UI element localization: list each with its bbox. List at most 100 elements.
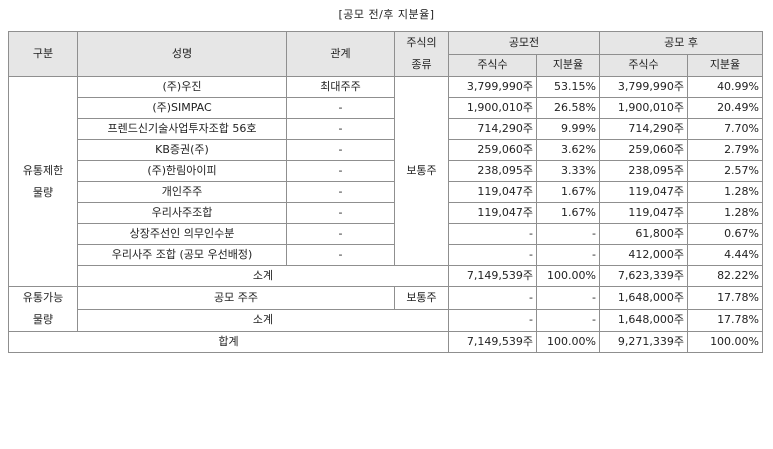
- subtotal-row-restricted: 소계 7,149,539주 100.00% 7,623,339주 82.22%: [9, 265, 764, 287]
- header-ratio-after: 지분율: [686, 53, 764, 77]
- shares-before: 3,799,990주: [448, 76, 537, 98]
- category-tradable: 유통가능 물량: [8, 286, 78, 332]
- ratio-after: 7.70%: [686, 118, 764, 140]
- shares-after: 3,799,990주: [599, 76, 688, 98]
- table-row: 우리사주 조합 (공모 우선배정) - - - 412,000주 4.44%: [9, 244, 764, 266]
- shares-after: 119,047주: [599, 202, 688, 224]
- table-row: KB증권(주) - 259,060주 3.62% 259,060주 2.79%: [9, 139, 764, 161]
- ownership-table: 구분 성명 관계 주식의 종류 공모전 공모 후 주식수 지분율 주식수 지분율…: [8, 31, 764, 353]
- ratio-after: 4.44%: [686, 244, 764, 266]
- subtotal-label: 소계: [77, 265, 449, 287]
- shares-before: 119,047주: [448, 202, 537, 224]
- holder-name: (주)한림아이피: [77, 160, 287, 182]
- ratio-before: 26.58%: [536, 97, 600, 119]
- shares-before: 7,149,539주: [448, 331, 537, 353]
- shares-before: 259,060주: [448, 139, 537, 161]
- holder-name: 우리사주조합: [77, 202, 287, 224]
- stock-type-restricted: 보통주: [394, 76, 449, 266]
- header-shares-before: 주식수: [448, 53, 537, 77]
- holder-relation: -: [286, 139, 395, 161]
- total-row: 합계 7,149,539주 100.00% 9,271,339주 100.00%: [8, 331, 764, 353]
- header-after-offering: 공모 후: [598, 31, 764, 55]
- shares-after: 238,095주: [599, 160, 688, 182]
- ratio-after: 1.28%: [686, 181, 764, 203]
- total-label: 합계: [8, 331, 449, 353]
- header-row-1: 구분 성명 관계 주식의 종류 공모전 공모 후: [8, 31, 764, 77]
- shares-after: 412,000주: [599, 244, 688, 266]
- shares-before: -: [448, 308, 537, 332]
- holder-name: 공모 주주: [77, 286, 395, 310]
- holder-relation: -: [286, 118, 395, 140]
- holder-relation: -: [286, 244, 395, 266]
- shares-before: 7,149,539주: [448, 265, 537, 287]
- table-row: 프렌드신기술사업투자조합 56호 - 714,290주 9.99% 714,29…: [9, 118, 764, 140]
- shares-after: 259,060주: [599, 139, 688, 161]
- table-row: 유통제한 물량 (주)우진 최대주주 보통주 3,799,990주 53.15%…: [8, 76, 764, 287]
- ratio-after: 2.57%: [686, 160, 764, 182]
- shares-before: 119,047주: [448, 181, 537, 203]
- shares-before: 238,095주: [448, 160, 537, 182]
- holder-name: 우리사주 조합 (공모 우선배정): [77, 244, 287, 266]
- holder-relation: 최대주주: [286, 76, 395, 98]
- holder-name: (주)우진: [77, 76, 287, 98]
- holder-name: 상장주선인 의무인수분: [77, 223, 287, 245]
- shares-after: 1,648,000주: [599, 308, 688, 332]
- header-name: 성명: [77, 31, 287, 77]
- holder-name: (주)SIMPAC: [77, 97, 287, 119]
- ratio-before: 9.99%: [536, 118, 600, 140]
- holder-relation: -: [286, 97, 395, 119]
- ratio-after: 2.79%: [686, 139, 764, 161]
- table-row: 개인주주 - 119,047주 1.67% 119,047주 1.28%: [9, 181, 764, 203]
- header-before-offering: 공모전: [448, 31, 600, 55]
- shares-after: 1,900,010주: [599, 97, 688, 119]
- subtotal-label: 소계: [77, 308, 449, 332]
- ratio-after: 0.67%: [686, 223, 764, 245]
- shares-after: 9,271,339주: [599, 331, 688, 353]
- ratio-after: 40.99%: [686, 76, 764, 98]
- ratio-after: 20.49%: [686, 97, 764, 119]
- shares-after: 7,623,339주: [599, 265, 688, 287]
- header-stock-type: 주식의 종류: [394, 31, 449, 77]
- table-row: 상장주선인 의무인수분 - - - 61,800주 0.67%: [9, 223, 764, 245]
- category-restricted: 유통제한 물량: [8, 76, 78, 287]
- shares-after: 119,047주: [599, 181, 688, 203]
- shares-before: -: [448, 286, 537, 310]
- holder-relation: -: [286, 160, 395, 182]
- ratio-before: 53.15%: [536, 76, 600, 98]
- holder-relation: -: [286, 202, 395, 224]
- shares-before: -: [448, 244, 537, 266]
- header-relation: 관계: [286, 31, 395, 77]
- table-row: 우리사주조합 - 119,047주 1.67% 119,047주 1.28%: [9, 202, 764, 224]
- ratio-before: -: [536, 223, 600, 245]
- holder-name: 개인주주: [77, 181, 287, 203]
- header-ratio-before: 지분율: [536, 53, 600, 77]
- ratio-after: 100.00%: [686, 331, 764, 353]
- ratio-before: 100.00%: [536, 265, 600, 287]
- ratio-before: 1.67%: [536, 181, 600, 203]
- header-category: 구분: [8, 31, 78, 77]
- ratio-before: -: [536, 244, 600, 266]
- ratio-before: 3.33%: [536, 160, 600, 182]
- shares-after: 61,800주: [599, 223, 688, 245]
- shares-before: 714,290주: [448, 118, 537, 140]
- shares-before: -: [448, 223, 537, 245]
- table-row: (주)SIMPAC - 1,900,010주 26.58% 1,900,010주…: [9, 97, 764, 119]
- header-shares-after: 주식수: [599, 53, 688, 77]
- stock-type-tradable: 보통주: [394, 286, 449, 310]
- table-caption: [공모 전/후 지분율]: [338, 8, 435, 21]
- ratio-before: -: [536, 308, 600, 332]
- ratio-after: 17.78%: [686, 308, 764, 332]
- ratio-before: 100.00%: [536, 331, 600, 353]
- ratio-before: -: [536, 286, 600, 310]
- ratio-before: 3.62%: [536, 139, 600, 161]
- header-row-2: 주식수 지분율 주식수 지분율: [9, 53, 764, 77]
- ratio-after: 17.78%: [686, 286, 764, 310]
- shares-after: 714,290주: [599, 118, 688, 140]
- holder-relation: -: [286, 181, 395, 203]
- shares-before: 1,900,010주: [448, 97, 537, 119]
- shares-after: 1,648,000주: [599, 286, 688, 310]
- ratio-after: 82.22%: [686, 265, 764, 287]
- table-row: (주)한림아이피 - 238,095주 3.33% 238,095주 2.57%: [9, 160, 764, 182]
- ratio-before: 1.67%: [536, 202, 600, 224]
- holder-name: KB증권(주): [77, 139, 287, 161]
